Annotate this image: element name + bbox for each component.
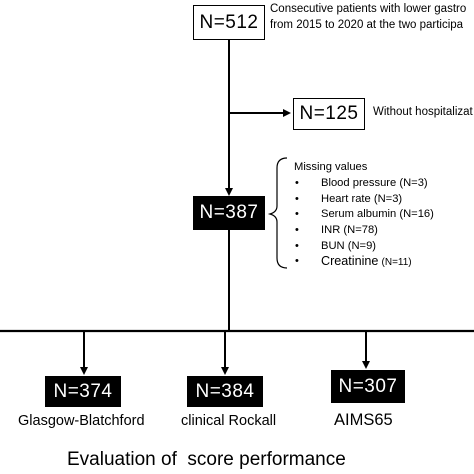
total-patients-count: N=512 [199, 11, 259, 33]
list-item: • Creatinine (N=11) [295, 254, 412, 269]
total-patients-box: N=512 [193, 5, 265, 40]
missing-values-list: • Blood pressure (N=3) • Heart rate (N=3) … [294, 176, 434, 270]
included-patients-box: N=387 [193, 196, 265, 230]
list-item: • Blood pressure (N=3) [295, 177, 428, 189]
score-label-glasgow-blatchford: Glasgow-Blatchford [18, 413, 145, 429]
score-label-clinical-rockall: clinical Rockall [181, 413, 277, 429]
included-patients-count: N=387 [199, 202, 259, 223]
score-box-clinical-rockall: N=384 [187, 376, 263, 407]
list-item: • BUN (N=9) [295, 239, 377, 252]
excluded-count: N=125 [299, 103, 359, 124]
score-label-aims65: AIMS65 [334, 411, 393, 429]
score-count: N=307 [338, 375, 398, 397]
list-item: • Serum albumin (N=16) [295, 208, 434, 221]
score-count: N=384 [195, 380, 255, 402]
score-box-aims65: N=307 [331, 370, 405, 403]
score-count: N=374 [53, 380, 113, 402]
missing-values-bracket [267, 157, 288, 269]
missing-values-title: Missing values [294, 161, 368, 173]
cohort-description-line2: from 2015 to 2020 at the two participa [270, 19, 464, 31]
cohort-description-line1: Consecutive patients with lower gastro [270, 3, 467, 15]
excluded-label: Without hospitalizat [373, 106, 473, 118]
score-box-glasgow-blatchford: N=374 [45, 376, 121, 407]
list-item: • INR (N=78) [295, 224, 378, 237]
excluded-box: N=125 [293, 98, 365, 130]
evaluation-label: Evaluation of score performance [67, 449, 346, 470]
list-item: • Heart rate (N=3) [295, 192, 403, 205]
